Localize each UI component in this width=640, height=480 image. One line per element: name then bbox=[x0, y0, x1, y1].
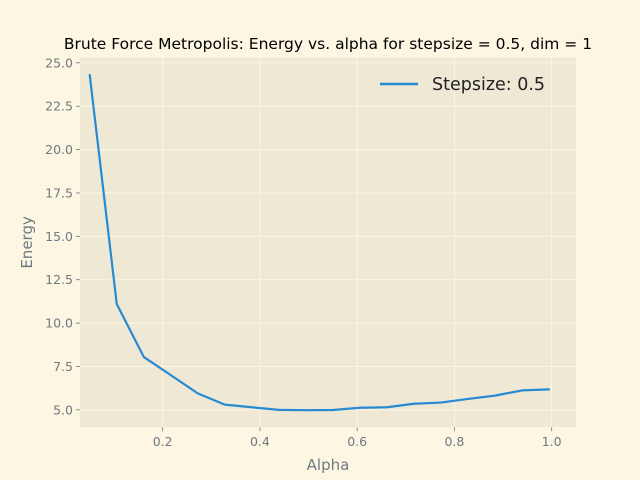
legend: Stepsize: 0.5 bbox=[380, 75, 545, 95]
legend-label-stepsize: Stepsize: 0.5 bbox=[432, 75, 545, 95]
y-axis-label: Energy bbox=[18, 216, 36, 269]
x-tick-label: 0.4 bbox=[250, 434, 270, 449]
series-line-stepsize bbox=[88, 73, 551, 412]
y-tick-label: 10.0 bbox=[45, 316, 73, 331]
y-tick-label: 5.0 bbox=[53, 402, 73, 417]
chart-title: Brute Force Metropolis: Energy vs. alpha… bbox=[64, 35, 592, 53]
y-tick-label: 17.5 bbox=[45, 185, 73, 200]
x-tick-label: 0.2 bbox=[153, 434, 173, 449]
x-tick-label: 1.0 bbox=[542, 434, 562, 449]
x-axis-ticks: 0.2 0.4 0.6 0.8 1.0 bbox=[153, 427, 562, 449]
y-axis-ticks: 5.0 7.5 10.0 12.5 15.0 17.5 20.0 22.5 25.0 bbox=[45, 55, 80, 417]
x-tick-label: 0.8 bbox=[444, 434, 464, 449]
y-tick-label: 12.5 bbox=[45, 272, 73, 287]
x-tick-label: 0.6 bbox=[347, 434, 367, 449]
y-tick-label: 22.5 bbox=[45, 99, 73, 114]
y-tick-label: 20.0 bbox=[45, 142, 73, 157]
series-lines bbox=[88, 73, 551, 412]
grid-lines bbox=[80, 57, 576, 428]
x-axis-label: Alpha bbox=[307, 456, 350, 474]
y-tick-label: 7.5 bbox=[53, 359, 73, 374]
y-tick-label: 15.0 bbox=[45, 229, 73, 244]
plot-area bbox=[80, 57, 576, 428]
y-tick-label: 25.0 bbox=[45, 55, 73, 70]
